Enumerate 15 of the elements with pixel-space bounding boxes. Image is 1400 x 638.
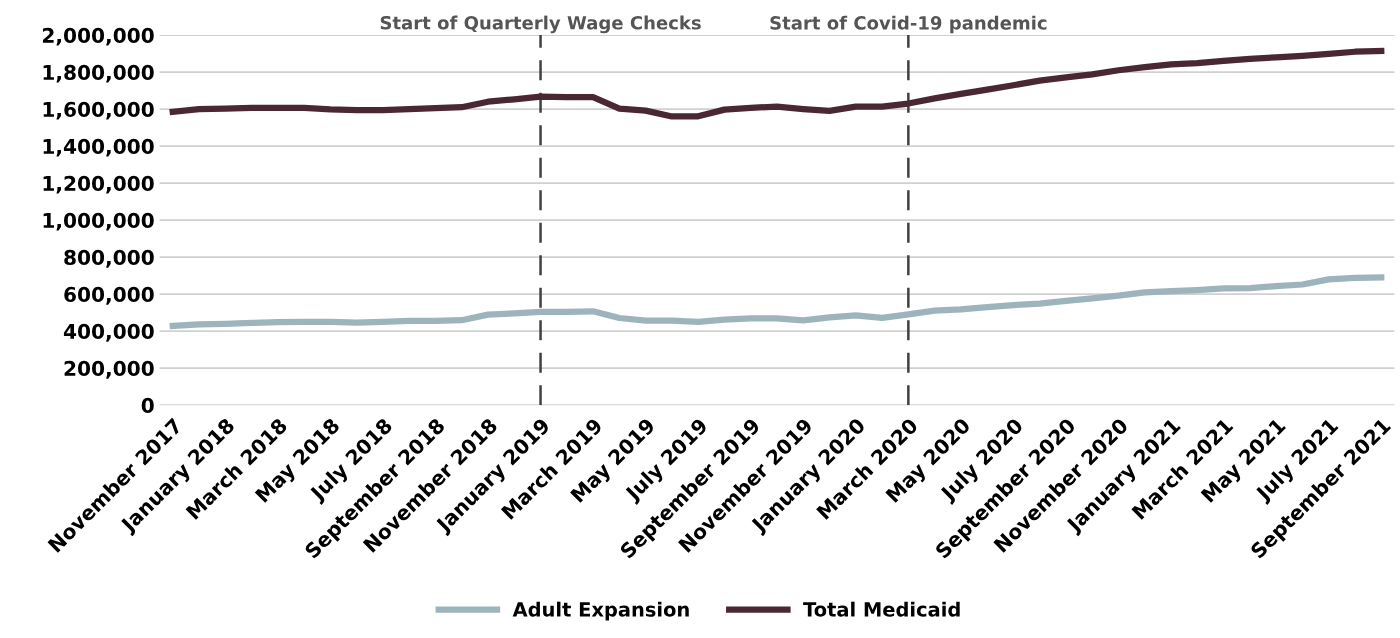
legend-label: Adult Expansion <box>512 601 689 621</box>
y-tick-label: 2,000,000 <box>42 27 154 46</box>
y-tick-label: 1,000,000 <box>43 212 154 231</box>
legend-label: Total Medicaid <box>803 601 960 617</box>
ref-line-label: Start of Quarterly Wage Checks <box>380 15 701 34</box>
y-tick-label: 400,000 <box>63 323 154 342</box>
ref-line-label: Start of Covid-19 pandemic <box>770 15 1047 34</box>
y-tick-label: 1,400,000 <box>43 138 154 157</box>
y-tick-label: 1,600,000 <box>43 101 154 120</box>
y-tick-label: 200,000 <box>64 360 154 379</box>
y-tick-label: 1,200,000 <box>43 175 154 194</box>
y-tick-label: 1,800,000 <box>43 64 154 83</box>
y-tick-label: 0 <box>141 397 154 414</box>
y-tick-label: 600,000 <box>64 286 154 305</box>
y-tick-label: 800,000 <box>64 249 154 268</box>
